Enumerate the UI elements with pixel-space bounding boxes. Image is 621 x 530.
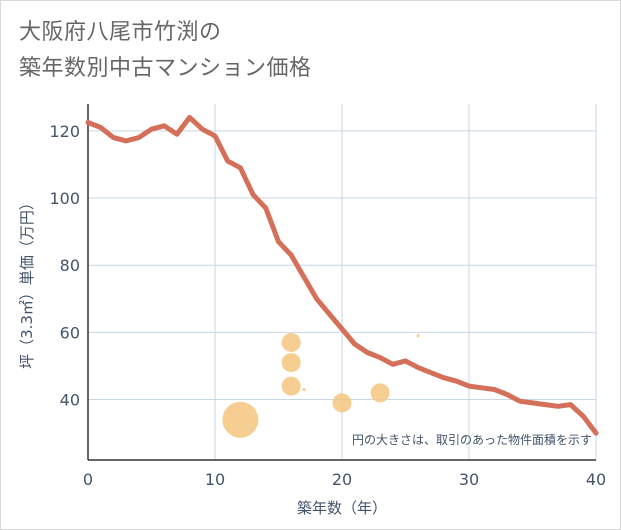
price-line [85,114,599,436]
bubble-point [332,393,352,413]
y-axis-label: 坪（3.3㎡）単価（万円） [18,195,36,369]
y-tick-label: 80 [60,256,80,275]
y-tick-label: 120 [49,122,80,141]
chart-title-line-1: 大阪府八尾市竹渕の [19,20,222,45]
y-tick-label: 100 [49,189,80,208]
x-tick-label: 30 [459,470,479,489]
bubble-point [370,383,390,403]
chart-title: 大阪府八尾市竹渕の 築年数別中古マンション価格 [19,15,312,87]
x-tick-label: 20 [332,470,352,489]
bubble-point [281,332,301,352]
y-tick-label: 40 [60,391,80,410]
bubble-point [302,387,306,392]
bubble-point [281,353,301,373]
x-tick-label: 10 [205,470,225,489]
y-tick-label: 60 [60,323,80,342]
x-axis-label: 築年数（年） [297,499,387,517]
bubble-point [416,334,420,338]
x-tick-label: 0 [83,470,93,489]
bubble-point [222,401,259,438]
x-tick-label: 40 [586,470,606,489]
bubble-size-note: 円の大きさは、取引のあった物件面積を示す [352,432,592,447]
bubble-point [281,376,301,396]
chart-title-line-2: 築年数別中古マンション価格 [19,56,312,81]
